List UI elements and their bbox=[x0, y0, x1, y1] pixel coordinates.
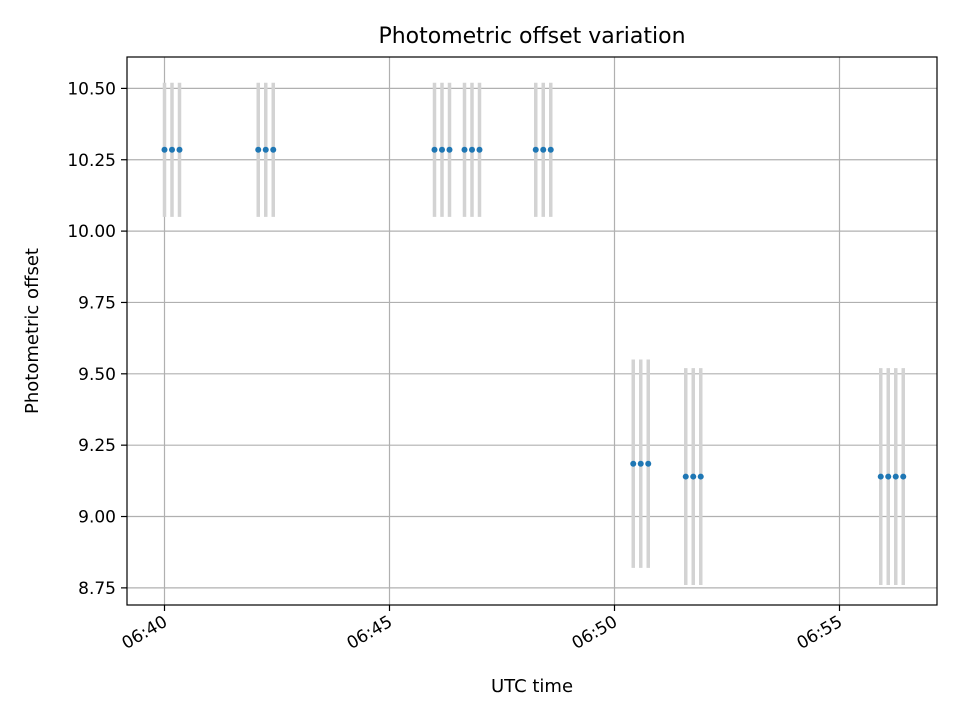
data-point bbox=[892, 473, 899, 480]
data-point bbox=[540, 146, 547, 153]
data-point bbox=[877, 473, 884, 480]
data-point bbox=[900, 473, 907, 480]
data-point bbox=[161, 146, 168, 153]
data-point bbox=[476, 146, 483, 153]
y-tick-label: 9.25 bbox=[78, 436, 116, 456]
data-point bbox=[262, 146, 269, 153]
data-point bbox=[532, 146, 539, 153]
data-point bbox=[630, 460, 637, 467]
data-point bbox=[469, 146, 475, 153]
y-axis-ticks: 8.75 9.00 9.25 9.50 9.75 10.00 10.25 10.50 bbox=[67, 79, 127, 599]
data-point bbox=[270, 146, 277, 153]
y-tick-label: 10.50 bbox=[67, 79, 116, 99]
data-point bbox=[461, 146, 468, 153]
data-point bbox=[885, 473, 892, 480]
y-tick-label: 10.25 bbox=[67, 151, 116, 171]
y-axis-label: Photometric offset bbox=[22, 248, 43, 414]
y-tick-label: 9.00 bbox=[78, 508, 116, 528]
data-point bbox=[637, 460, 644, 467]
data-point bbox=[439, 146, 445, 153]
data-point bbox=[176, 146, 183, 153]
y-tick-label: 9.75 bbox=[78, 293, 116, 313]
data-point bbox=[645, 460, 652, 467]
data-point bbox=[682, 473, 689, 480]
chart-title: Photometric offset variation bbox=[378, 24, 685, 49]
y-tick-label: 8.75 bbox=[78, 579, 116, 599]
data-point bbox=[697, 473, 704, 480]
data-point bbox=[169, 146, 175, 153]
data-point bbox=[690, 473, 697, 480]
y-tick-label: 9.50 bbox=[78, 365, 116, 385]
data-point bbox=[431, 146, 438, 153]
y-tick-label: 10.00 bbox=[67, 222, 116, 242]
plot-area-frame bbox=[126, 56, 938, 606]
data-point bbox=[255, 146, 262, 153]
data-point bbox=[446, 146, 453, 153]
x-axis-label: UTC time bbox=[491, 676, 573, 697]
data-points bbox=[161, 146, 907, 480]
data-point bbox=[547, 146, 554, 153]
